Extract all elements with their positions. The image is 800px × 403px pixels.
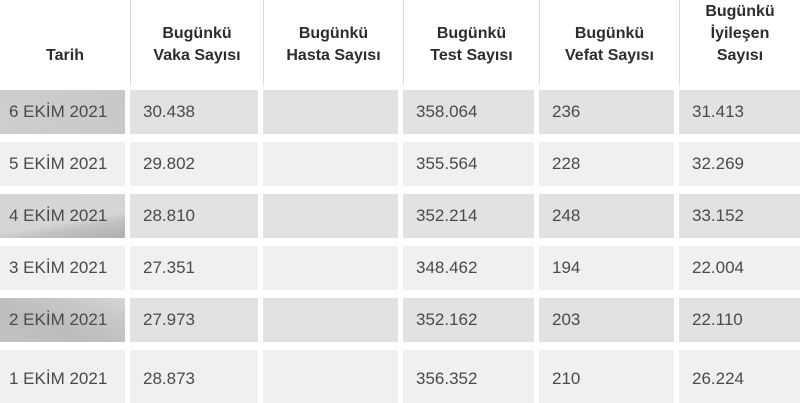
header-line: Hasta Sayısı bbox=[286, 47, 381, 64]
cell-vefat: 228 bbox=[539, 142, 679, 194]
cell-vaka: 29.802 bbox=[130, 142, 263, 194]
cell-vefat: 210 bbox=[539, 350, 679, 403]
column-header-hasta: Bugünkü Hasta Sayısı bbox=[263, 0, 403, 90]
cell-tarih: 2 EKİM 2021 bbox=[0, 298, 130, 350]
column-header-test: Bugünkü Test Sayısı bbox=[403, 0, 539, 90]
table-row: 3 EKİM 2021 27.351 348.462 194 22.004 bbox=[0, 246, 800, 298]
cell-iyilesen: 32.269 bbox=[679, 142, 800, 194]
cell-tarih: 3 EKİM 2021 bbox=[0, 246, 130, 298]
header-line: Tarih bbox=[46, 47, 84, 64]
table-body: 6 EKİM 2021 30.438 358.064 236 31.413 5 … bbox=[0, 90, 800, 403]
column-header-iyilesen: Bugünkü İyileşen Sayısı bbox=[679, 0, 800, 90]
header-line: İyileşen bbox=[710, 25, 770, 42]
header-line: Vaka Sayısı bbox=[153, 47, 241, 64]
header-line: Bugünkü bbox=[436, 25, 507, 42]
header-line: Test Sayısı bbox=[430, 47, 513, 64]
table-row: 6 EKİM 2021 30.438 358.064 236 31.413 bbox=[0, 90, 800, 142]
cell-vefat: 194 bbox=[539, 246, 679, 298]
cell-test: 355.564 bbox=[403, 142, 539, 194]
cell-test: 352.214 bbox=[403, 194, 539, 246]
column-header-tarih: Tarih bbox=[0, 0, 130, 90]
cell-hasta bbox=[263, 350, 403, 403]
table-header: Tarih Bugünkü Vaka Sayısı Bugünkü Hasta … bbox=[0, 0, 800, 90]
cell-hasta bbox=[263, 298, 403, 350]
cell-hasta bbox=[263, 90, 403, 142]
cell-iyilesen: 22.110 bbox=[679, 298, 800, 350]
header-line: Bugünkü bbox=[298, 25, 369, 42]
cell-test: 356.352 bbox=[403, 350, 539, 403]
column-header-vaka: Bugünkü Vaka Sayısı bbox=[130, 0, 263, 90]
cell-test: 348.462 bbox=[403, 246, 539, 298]
cell-test: 352.162 bbox=[403, 298, 539, 350]
cell-iyilesen: 31.413 bbox=[679, 90, 800, 142]
header-line: Bugünkü bbox=[574, 25, 645, 42]
header-line: Vefat Sayısı bbox=[565, 47, 654, 64]
cell-iyilesen: 26.224 bbox=[679, 350, 800, 403]
column-header-vefat: Bugünkü Vefat Sayısı bbox=[539, 0, 679, 90]
cell-vaka: 27.973 bbox=[130, 298, 263, 350]
cell-tarih: 6 EKİM 2021 bbox=[0, 90, 130, 142]
cell-tarih: 5 EKİM 2021 bbox=[0, 142, 130, 194]
cell-vaka: 28.873 bbox=[130, 350, 263, 403]
cell-vefat: 248 bbox=[539, 194, 679, 246]
table-row: 4 EKİM 2021 28.810 352.214 248 33.152 bbox=[0, 194, 800, 246]
cell-iyilesen: 33.152 bbox=[679, 194, 800, 246]
header-line: Sayısı bbox=[716, 47, 764, 64]
cell-test: 358.064 bbox=[403, 90, 539, 142]
cell-tarih: 4 EKİM 2021 bbox=[0, 194, 130, 246]
cell-tarih: 1 EKİM 2021 bbox=[0, 350, 130, 403]
cell-vaka: 30.438 bbox=[130, 90, 263, 142]
cell-vaka: 28.810 bbox=[130, 194, 263, 246]
cell-vefat: 236 bbox=[539, 90, 679, 142]
header-row: Tarih Bugünkü Vaka Sayısı Bugünkü Hasta … bbox=[0, 0, 800, 90]
header-line: Bugünkü bbox=[162, 25, 232, 42]
cell-vefat: 203 bbox=[539, 298, 679, 350]
cell-iyilesen: 22.004 bbox=[679, 246, 800, 298]
table-row: 5 EKİM 2021 29.802 355.564 228 32.269 bbox=[0, 142, 800, 194]
table-row: 1 EKİM 2021 28.873 356.352 210 26.224 bbox=[0, 350, 800, 403]
cell-vaka: 27.351 bbox=[130, 246, 263, 298]
cell-hasta bbox=[263, 246, 403, 298]
header-line: Bugünkü bbox=[705, 3, 775, 20]
cell-hasta bbox=[263, 142, 403, 194]
table-row: 2 EKİM 2021 27.973 352.162 203 22.110 bbox=[0, 298, 800, 350]
cell-hasta bbox=[263, 194, 403, 246]
